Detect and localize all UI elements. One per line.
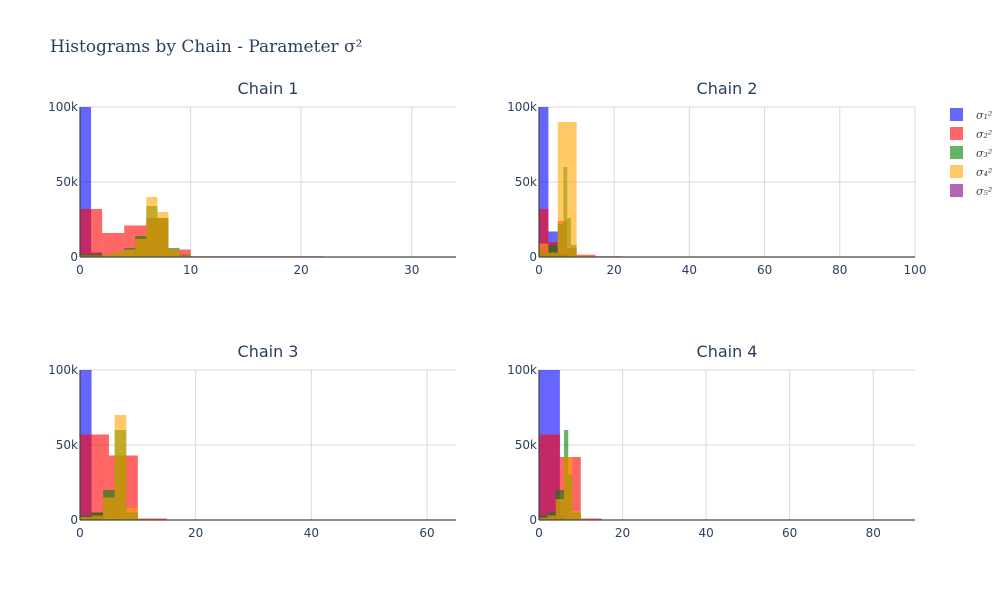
histogram-bar — [102, 254, 114, 257]
histogram-bar — [168, 249, 180, 257]
y-tick-label: 100k — [507, 100, 537, 114]
legend-swatch — [950, 108, 963, 121]
x-tick-label: 40 — [698, 526, 713, 540]
histogram-bar — [113, 252, 125, 257]
legend-label: σ₂² — [976, 128, 992, 141]
chart-panel-1: 0 50k 100k 0 10 20 30 Chain 1 — [48, 79, 456, 277]
histogram-bar — [539, 517, 548, 520]
histogram-bar — [548, 245, 558, 257]
x-tick-label: 0 — [76, 526, 84, 540]
legend-item-5[interactable]: σ₅² — [950, 184, 992, 198]
x-tick-label: 20 — [294, 263, 309, 277]
histogram-bar — [580, 518, 602, 520]
histogram-bar — [564, 457, 573, 520]
x-tick-label: 30 — [404, 263, 419, 277]
histogram-bar — [80, 107, 92, 257]
y-tick-label: 50k — [56, 438, 78, 452]
y-tick-label: 100k — [48, 363, 78, 377]
legend-swatch — [950, 184, 963, 197]
histogram-bar — [576, 255, 596, 257]
subplot-title: Chain 1 — [238, 79, 299, 98]
series-4 — [80, 197, 191, 257]
histogram-bar — [157, 212, 169, 257]
legend-label: σ₁² — [976, 109, 992, 122]
legend-item-1[interactable]: σ₁² — [950, 108, 992, 122]
y-tick-label: 50k — [515, 438, 537, 452]
x-tick-label: 60 — [782, 526, 797, 540]
y-tick-label: 100k — [48, 100, 78, 114]
histogram-bar — [80, 255, 103, 257]
legend-item-3[interactable]: σ₃² — [950, 146, 992, 160]
legend-label: σ₃² — [976, 147, 992, 160]
histogram-bar — [179, 255, 191, 257]
histogram-bar — [102, 233, 125, 257]
legend-item-4[interactable]: σ₄² — [950, 165, 992, 179]
histogram-bar — [539, 434, 560, 520]
x-tick-label: 60 — [419, 526, 434, 540]
x-tick-label: 20 — [607, 263, 622, 277]
histogram-bar — [91, 515, 104, 520]
x-tick-label: 80 — [832, 263, 847, 277]
panels-layer: 0 50k 100k 0 10 20 30 Chain 1 0 50k 100k 0 20 40 60 80 1… — [48, 79, 926, 540]
x-tick-label: 20 — [188, 526, 203, 540]
legend-label: σ₅² — [976, 185, 992, 198]
legend: σ₁² σ₂² σ₃² σ₄² σ₅² — [950, 108, 992, 198]
histogram-bar — [555, 499, 565, 520]
chart-panel-3: 0 50k 100k 0 20 40 60 Chain 3 — [48, 342, 456, 540]
figure-title: Histograms by Chain - Parameter σ² — [50, 37, 362, 57]
y-tick-label: 0 — [529, 250, 537, 264]
x-tick-label: 80 — [866, 526, 881, 540]
histogram-bar — [103, 497, 115, 520]
chart-panel-4: 0 50k 100k 0 20 40 60 80 Chain 4 — [507, 342, 915, 540]
x-tick-label: 60 — [757, 263, 772, 277]
y-tick-label: 0 — [70, 250, 78, 264]
subplot-title: Chain 3 — [238, 342, 299, 361]
histogram-bar — [126, 508, 138, 520]
y-tick-label: 100k — [507, 363, 537, 377]
y-tick-label: 50k — [515, 175, 537, 189]
chart-panel-2: 0 50k 100k 0 20 40 60 80 100 Chain 2 — [507, 79, 926, 277]
histogram-bar — [80, 517, 92, 520]
x-tick-label: 40 — [304, 526, 319, 540]
histogram-bar — [539, 209, 549, 257]
y-tick-label: 50k — [56, 175, 78, 189]
x-tick-label: 0 — [535, 526, 543, 540]
x-tick-label: 0 — [535, 263, 543, 277]
y-tick-label: 0 — [70, 513, 78, 527]
histogram-bar — [548, 252, 558, 257]
histogram-bar — [137, 518, 167, 520]
x-tick-label: 0 — [76, 263, 84, 277]
x-tick-label: 40 — [682, 263, 697, 277]
histogram-bar — [539, 243, 549, 257]
legend-swatch — [950, 127, 963, 140]
x-tick-label: 20 — [615, 526, 630, 540]
histogram-bar — [124, 249, 136, 257]
histogram-bar — [146, 197, 158, 257]
histogram-bar — [135, 239, 147, 257]
y-tick-label: 0 — [529, 513, 537, 527]
series-4 — [539, 122, 596, 257]
x-tick-label: 10 — [183, 263, 198, 277]
legend-swatch — [950, 165, 963, 178]
histogram-bar — [557, 122, 577, 257]
histogram-bar — [547, 515, 556, 520]
legend-item-2[interactable]: σ₂² — [950, 127, 992, 141]
subplot-title: Chain 4 — [697, 342, 758, 361]
legend-swatch — [950, 146, 963, 159]
histogram-bar — [114, 415, 127, 520]
subplot-title: Chain 2 — [697, 79, 758, 98]
series-4 — [539, 457, 581, 520]
series-2 — [80, 209, 324, 257]
histogram-bar — [80, 209, 103, 257]
histogram-bar — [539, 107, 549, 257]
x-tick-label: 100 — [904, 263, 927, 277]
legend-label: σ₄² — [976, 166, 992, 179]
histogram-bar — [572, 511, 581, 520]
series-4 — [80, 415, 138, 520]
